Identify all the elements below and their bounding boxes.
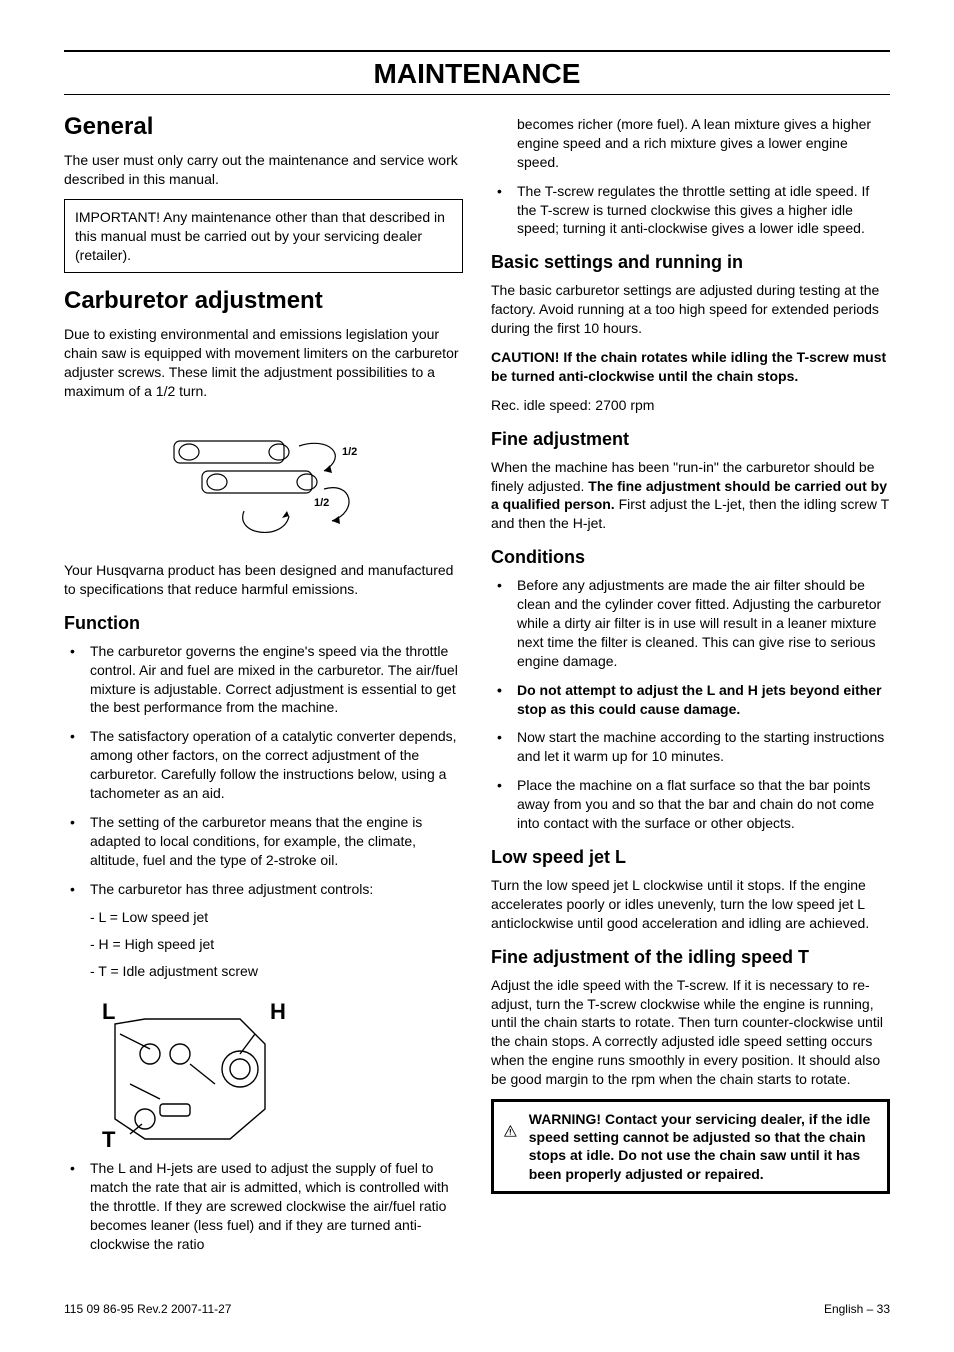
left-column: General The user must only carry out the…	[64, 109, 463, 1264]
function-bullets: The carburetor governs the engine's spee…	[64, 642, 463, 899]
footer-left: 115 09 86-95 Rev.2 2007-11-27	[64, 1302, 231, 1316]
content-columns: General The user must only carry out the…	[64, 109, 890, 1264]
page-title: MAINTENANCE	[64, 58, 890, 90]
list-item: - H = High speed jet	[90, 935, 463, 954]
list-item: - L = Low speed jet	[90, 908, 463, 927]
controls-dashes: - L = Low speed jet - H = High speed jet…	[64, 908, 463, 981]
warning-text: WARNING! Contact your servicing dealer, …	[529, 1110, 877, 1183]
para-fine-idling: Adjust the idle speed with the T-screw. …	[491, 976, 890, 1089]
para-basic: The basic carburetor settings are adjust…	[491, 281, 890, 338]
list-item: Do not attempt to adjust the L and H jet…	[491, 681, 890, 719]
tscrew-bullet: The T-screw regulates the throttle setti…	[491, 182, 890, 239]
heading-general: General	[64, 113, 463, 141]
heading-low-speed-jet: Low speed jet L	[491, 847, 890, 868]
diagram-label-half-1: 1/2	[342, 446, 357, 458]
heading-carburetor: Carburetor adjustment	[64, 287, 463, 315]
para-caution: CAUTION! If the chain rotates while idli…	[491, 348, 890, 386]
diagram-label-half-2: 1/2	[314, 497, 329, 509]
list-item: The L and H-jets are used to adjust the …	[64, 1159, 463, 1253]
list-item: The satisfactory operation of a catalyti…	[64, 727, 463, 803]
conditions-bullets: Before any adjustments are made the air …	[491, 576, 890, 833]
title-underline	[64, 94, 890, 95]
footer-right: English – 33	[824, 1302, 890, 1316]
list-item: The setting of the carburetor means that…	[64, 813, 463, 870]
list-item: The carburetor governs the engine's spee…	[64, 642, 463, 718]
list-item: The T-screw regulates the throttle setti…	[491, 182, 890, 239]
warning-box: WARNING! Contact your servicing dealer, …	[491, 1099, 890, 1194]
para-fine: When the machine has been "run-in" the c…	[491, 458, 890, 534]
heading-conditions: Conditions	[491, 547, 890, 568]
lh-bullet: The L and H-jets are used to adjust the …	[64, 1159, 463, 1253]
list-item: Before any adjustments are made the air …	[491, 576, 890, 670]
heading-fine-adjustment: Fine adjustment	[491, 429, 890, 450]
list-item: Now start the machine according to the s…	[491, 728, 890, 766]
para-low: Turn the low speed jet L clockwise until…	[491, 876, 890, 933]
heading-fine-idling: Fine adjustment of the idling speed T	[491, 947, 890, 968]
list-item: - T = Idle adjustment screw	[90, 962, 463, 981]
para-general: The user must only carry out the mainten…	[64, 151, 463, 189]
right-column: becomes richer (more fuel). A lean mixtu…	[491, 109, 890, 1264]
heading-function: Function	[64, 613, 463, 634]
callout-important: IMPORTANT! Any maintenance other than th…	[64, 199, 463, 274]
top-rule	[64, 50, 890, 52]
list-item: Place the machine on a flat surface so t…	[491, 776, 890, 833]
diagram-lht: L H T	[64, 989, 463, 1149]
para-continued: becomes richer (more fuel). A lean mixtu…	[491, 115, 890, 172]
diagram-label-h: H	[270, 999, 286, 1024]
heading-basic-settings: Basic settings and running in	[491, 252, 890, 273]
warning-icon	[504, 1110, 517, 1152]
diagram-limiter: 1/2 1/2	[64, 411, 463, 551]
para-carburetor: Due to existing environmental and emissi…	[64, 325, 463, 401]
page-footer: 115 09 86-95 Rev.2 2007-11-27 English – …	[64, 1302, 890, 1316]
diagram-label-l: L	[102, 999, 115, 1024]
para-rec-idle: Rec. idle speed: 2700 rpm	[491, 396, 890, 415]
para-husqvarna: Your Husqvarna product has been designed…	[64, 561, 463, 599]
list-item: The carburetor has three adjustment cont…	[64, 880, 463, 899]
diagram-label-t: T	[102, 1127, 116, 1149]
footer-page: 33	[877, 1302, 890, 1316]
footer-lang: English	[824, 1302, 863, 1316]
